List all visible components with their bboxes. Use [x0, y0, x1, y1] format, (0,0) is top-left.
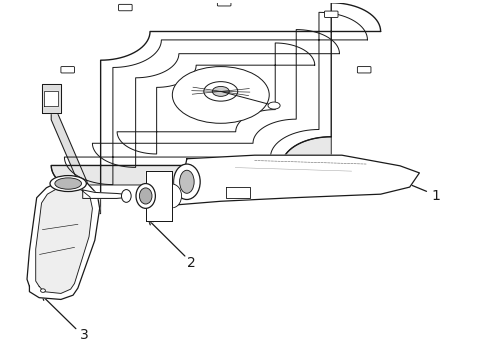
- Ellipse shape: [55, 178, 81, 189]
- Polygon shape: [51, 99, 93, 215]
- FancyBboxPatch shape: [218, 0, 231, 6]
- Polygon shape: [146, 171, 172, 221]
- Ellipse shape: [180, 170, 194, 193]
- Ellipse shape: [136, 184, 155, 208]
- Ellipse shape: [172, 67, 269, 123]
- Polygon shape: [36, 188, 93, 293]
- Ellipse shape: [139, 188, 152, 204]
- Text: 2: 2: [187, 256, 196, 270]
- Polygon shape: [225, 187, 250, 198]
- Text: 3: 3: [80, 328, 89, 342]
- FancyBboxPatch shape: [61, 67, 74, 73]
- Text: 1: 1: [432, 189, 441, 203]
- FancyBboxPatch shape: [357, 67, 371, 73]
- Circle shape: [41, 289, 46, 292]
- Ellipse shape: [204, 82, 238, 101]
- Ellipse shape: [163, 184, 181, 208]
- Ellipse shape: [50, 176, 86, 192]
- Ellipse shape: [212, 86, 229, 96]
- Polygon shape: [51, 3, 381, 194]
- Polygon shape: [83, 190, 124, 198]
- Polygon shape: [51, 137, 331, 214]
- Ellipse shape: [173, 164, 200, 199]
- Polygon shape: [44, 91, 58, 105]
- Ellipse shape: [122, 190, 131, 202]
- FancyBboxPatch shape: [119, 4, 132, 11]
- Ellipse shape: [268, 102, 280, 109]
- Polygon shape: [42, 84, 61, 113]
- Polygon shape: [177, 155, 419, 205]
- Polygon shape: [27, 180, 99, 300]
- FancyBboxPatch shape: [324, 11, 338, 17]
